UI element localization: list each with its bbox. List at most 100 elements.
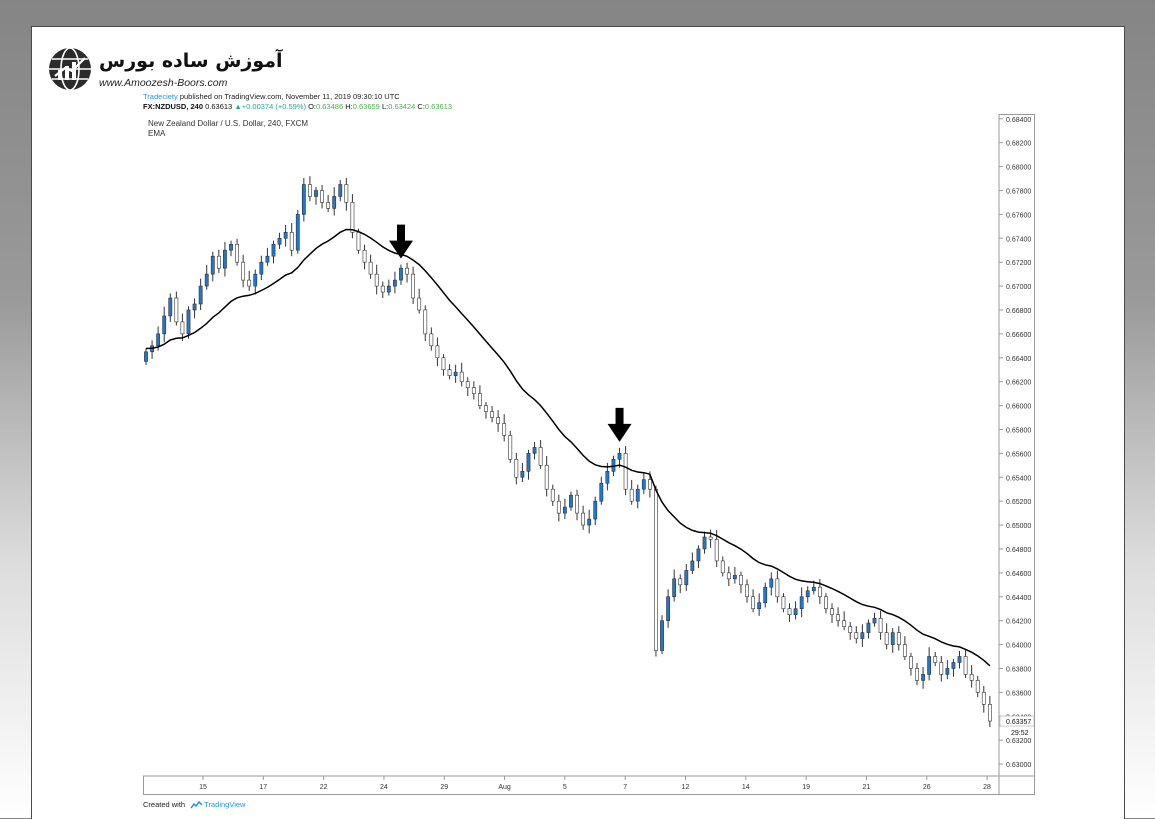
candle-body <box>751 596 755 610</box>
candle-body <box>927 656 932 675</box>
y-tick-label: 0.64000 <box>1006 643 1031 650</box>
candle-body <box>708 536 713 540</box>
candle-body <box>168 297 173 317</box>
y-tick-label: 0.64400 <box>1006 595 1031 602</box>
price-chart[interactable]: New Zealand Dollar / U.S. Dollar, 240, F… <box>143 114 1035 795</box>
candle-body <box>921 674 925 681</box>
candle-body <box>465 381 470 388</box>
candle-body <box>265 255 270 263</box>
candle-body <box>350 202 355 233</box>
published-text: published on TradingView.com, November 1… <box>179 92 400 101</box>
candle-body <box>277 237 282 245</box>
candle-body <box>393 279 397 287</box>
symbol-label: FX:NZDUSD, 240 <box>143 102 204 111</box>
x-tick-label: 28 <box>983 784 991 791</box>
candle-body <box>635 488 640 502</box>
candle-body <box>666 596 670 621</box>
candle-body <box>593 500 598 520</box>
candle-body <box>144 351 148 362</box>
candle-body <box>939 662 944 675</box>
candle-body <box>289 231 294 251</box>
candle-body <box>301 184 306 215</box>
candle-body <box>830 608 834 615</box>
open-value: 0.63486 <box>316 102 344 111</box>
tradingview-brand[interactable]: TradingView <box>204 800 246 809</box>
bar-countdown-label: 29:52 <box>1011 730 1029 737</box>
candle-body <box>769 578 774 588</box>
candle-body <box>441 357 446 371</box>
globe-chart-icon <box>49 47 91 91</box>
candle-body <box>933 656 938 663</box>
candle-body <box>344 184 349 203</box>
x-tick-label: 15 <box>199 784 207 791</box>
candle-body <box>478 393 482 406</box>
candle-body <box>775 578 780 598</box>
author-link[interactable]: Tradeciety <box>143 92 178 101</box>
y-tick-label: 0.64800 <box>1006 547 1031 554</box>
candle-body <box>957 656 962 663</box>
candle-body <box>842 620 847 627</box>
candle-body <box>969 674 974 681</box>
candle-body <box>210 255 215 275</box>
candle-body <box>629 488 634 502</box>
candle-body <box>532 447 537 454</box>
candle-body <box>435 345 440 359</box>
high-label: H: <box>345 102 353 111</box>
candle-body <box>447 369 452 376</box>
x-tick-label: 7 <box>623 784 627 791</box>
y-tick-label: 0.66400 <box>1006 356 1031 363</box>
candle-body <box>757 602 762 610</box>
candle-body <box>459 371 464 382</box>
candle-body <box>295 214 300 251</box>
candle-body <box>380 285 385 293</box>
candle-body <box>763 586 768 604</box>
candle-body <box>824 596 828 610</box>
candle-body <box>872 617 877 624</box>
candle-body <box>945 668 950 675</box>
candle-body <box>569 494 573 508</box>
y-tick-label: 0.67600 <box>1006 212 1031 219</box>
candle-body <box>654 488 658 651</box>
candle-body <box>453 371 458 376</box>
candle-body <box>520 470 525 478</box>
candle-body <box>605 470 610 484</box>
candle-body <box>198 285 203 305</box>
candle-body <box>156 333 161 347</box>
candle-body <box>726 572 731 580</box>
candle-body <box>575 494 579 514</box>
x-tick-label: 12 <box>682 784 690 791</box>
candle-body <box>581 512 586 526</box>
candle-body <box>739 574 743 586</box>
candle-body <box>647 479 652 490</box>
y-tick-label: 0.63600 <box>1006 690 1031 697</box>
x-tick-label: 14 <box>742 784 750 791</box>
y-tick-label: 0.68000 <box>1006 165 1031 172</box>
candle-body <box>587 518 592 526</box>
y-tick-label: 0.66000 <box>1006 404 1031 411</box>
down-arrow-icon <box>607 407 632 442</box>
candle-body <box>308 184 312 197</box>
candle-body <box>368 261 373 275</box>
x-tick-label: 17 <box>259 784 267 791</box>
candle-body <box>356 231 361 251</box>
candle-body <box>878 617 883 633</box>
y-tick-label: 0.65200 <box>1006 499 1031 506</box>
candle-body <box>526 453 531 472</box>
candle-body <box>781 596 786 610</box>
candle-body <box>538 447 543 466</box>
open-label: O: <box>308 102 316 111</box>
candle-body <box>405 267 409 275</box>
candle-body <box>192 303 197 311</box>
plot-area <box>143 114 999 776</box>
y-tick-label: 0.68400 <box>1006 117 1031 124</box>
y-tick-label: 0.63200 <box>1006 738 1031 745</box>
candle-body <box>502 423 507 436</box>
candle-body <box>556 500 561 514</box>
candle-body <box>817 586 822 598</box>
candle-body <box>896 632 901 645</box>
candle-body <box>745 584 749 598</box>
candle-body <box>981 692 986 705</box>
site-name-persian: آموزش ساده بورس <box>99 50 283 72</box>
y-tick-label: 0.67400 <box>1006 236 1031 243</box>
candle-body <box>216 255 221 269</box>
